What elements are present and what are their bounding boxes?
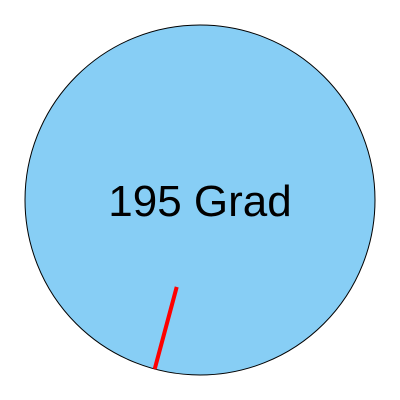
angle-needle[interactable] [152,286,179,370]
angle-label: 195 Grad [108,177,292,226]
dial-face [24,24,376,376]
